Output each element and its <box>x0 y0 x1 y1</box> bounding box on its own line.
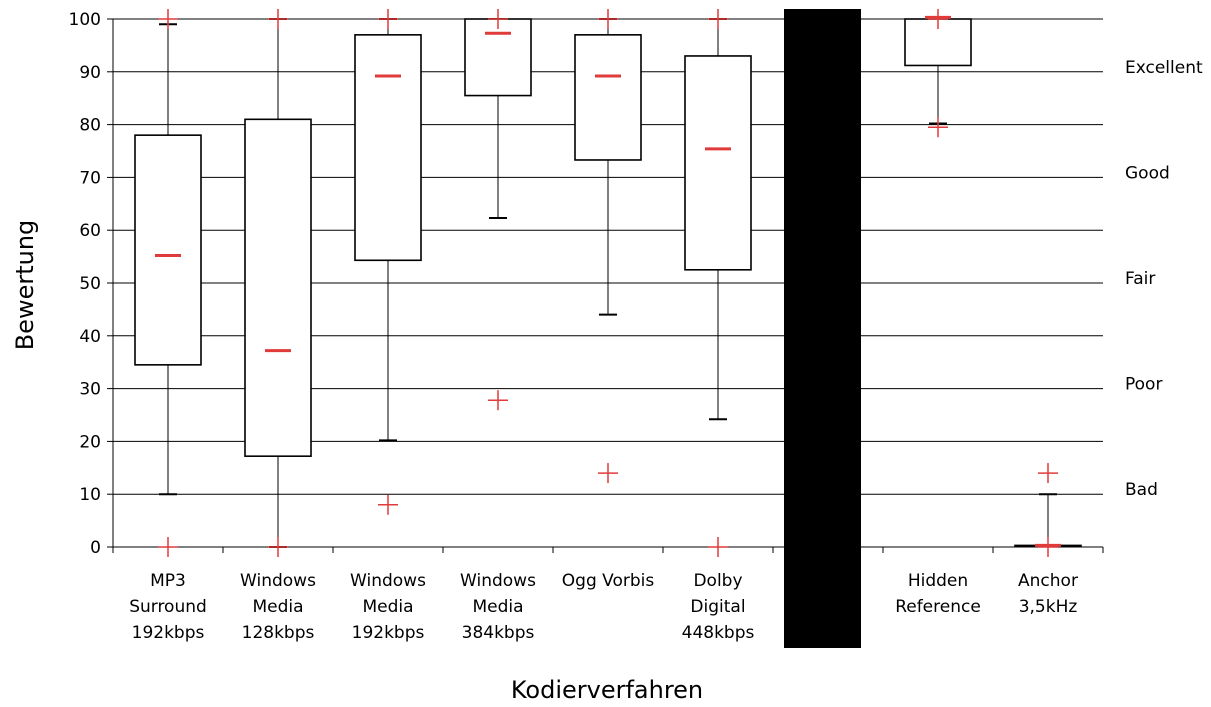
box-group <box>684 9 752 557</box>
category-label: Windows <box>350 571 426 591</box>
category-label: 192kbps <box>352 623 425 643</box>
category-label: Windows <box>240 571 316 591</box>
y-tick-label: 80 <box>79 116 101 136</box>
quality-label: Bad <box>1125 480 1158 500</box>
quality-label: Good <box>1125 163 1170 183</box>
category-label: Surround <box>129 597 207 617</box>
category-label: 448kbps <box>682 623 755 643</box>
category-label: Media <box>252 597 303 617</box>
y-tick-label: 70 <box>79 168 101 188</box>
box-group <box>904 9 972 138</box>
category-label: Windows <box>460 571 536 591</box>
quality-label: Excellent <box>1125 58 1203 78</box>
y-tick-label: 50 <box>79 274 101 294</box>
category-label: Ogg Vorbis <box>562 571 655 591</box>
quality-label: Poor <box>1125 375 1162 395</box>
box-group <box>134 9 202 557</box>
category-label: MP3 <box>150 571 186 591</box>
category-label: 384kbps <box>462 623 535 643</box>
x-axis <box>112 547 1104 553</box>
y-tick-label: 40 <box>79 327 101 347</box>
iqr-box <box>354 34 422 262</box>
box-series <box>134 9 1082 557</box>
category-label: 128kbps <box>242 623 315 643</box>
quality-label: Fair <box>1125 269 1155 289</box>
y-tick-label: 0 <box>90 538 101 558</box>
category-label: 3,5kHz <box>1019 597 1078 617</box>
y-tick-label: 90 <box>79 63 101 83</box>
category-label: Hidden <box>908 571 968 591</box>
y-tick-label: 10 <box>79 485 101 505</box>
y-tick-label: 30 <box>79 380 101 400</box>
y-tick-label: 20 <box>79 432 101 452</box>
box-group <box>464 9 532 411</box>
box-group <box>354 9 422 515</box>
category-label: 192kbps <box>132 623 205 643</box>
iqr-box <box>464 18 532 97</box>
box-group <box>574 9 642 484</box>
category-label: Anchor <box>1018 571 1078 591</box>
redaction-rect <box>784 9 861 648</box>
iqr-box <box>904 18 972 67</box>
category-label: Reference <box>895 597 981 617</box>
category-label: Dolby <box>693 571 742 591</box>
quality-scale-labels: Excellent Good Fair Poor Bad <box>1125 58 1203 500</box>
y-axis-title: Bewertung <box>11 220 39 351</box>
iqr-box <box>574 34 642 161</box>
category-label: Media <box>362 597 413 617</box>
iqr-box <box>684 55 752 271</box>
category-label: Digital <box>690 597 745 617</box>
category-labels: MP3 Surround 192kbps Windows Media 128kbps Win… <box>129 571 1078 643</box>
y-tick-label: 100 <box>69 10 101 30</box>
y-axis: 0 10 20 30 40 50 60 70 80 90 100 <box>69 10 114 558</box>
iqr-box <box>244 118 312 457</box>
box-group <box>244 9 312 557</box>
category-label: Media <box>472 597 523 617</box>
y-tick-label: 60 <box>79 221 101 241</box>
redaction-block <box>784 9 861 648</box>
box-group <box>1014 463 1082 557</box>
x-axis-title: Kodierverfahren <box>511 676 703 704</box>
iqr-box <box>134 134 202 366</box>
